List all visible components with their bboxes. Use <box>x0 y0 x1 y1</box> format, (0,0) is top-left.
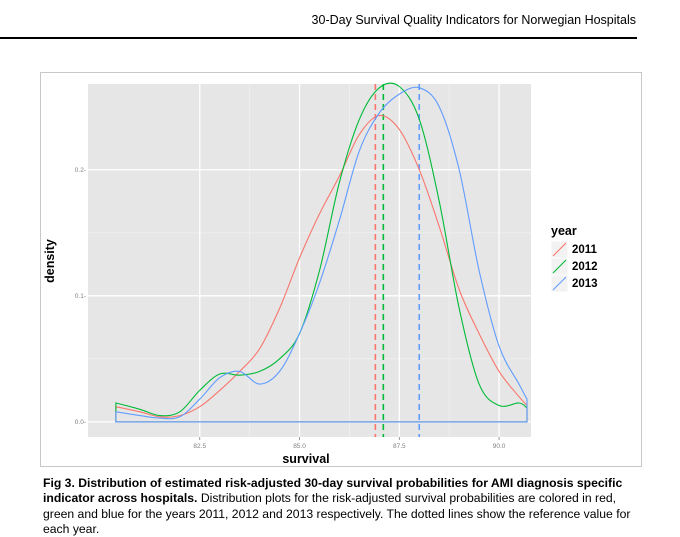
density-curve-2011 <box>115 114 528 423</box>
legend-label-2013: 2013 <box>572 278 598 290</box>
legend-key-line <box>552 259 567 274</box>
x-tick-label: 82.5 <box>193 443 206 450</box>
y-tick-label: 0.0- <box>75 419 86 426</box>
caption-label: Fig 3. <box>43 476 75 490</box>
running-title: 30-Day Survival Quality Indicators for N… <box>311 13 636 27</box>
plot-panel <box>88 84 531 437</box>
y-axis-ticks: 0.0- 0.1- 0.2- <box>75 167 86 426</box>
density-curve-2012 <box>115 82 528 423</box>
x-tick-label: 87.5 <box>393 443 406 450</box>
density-curves <box>115 82 528 423</box>
header-rule <box>0 37 637 39</box>
legend: 2011 2012 2013 <box>550 240 598 293</box>
y-tick-label: 0.2- <box>75 167 86 174</box>
figure-caption: Fig 3. Distribution of estimated risk-ad… <box>43 476 639 537</box>
y-axis-label: density <box>43 239 57 283</box>
caption-bold-text: Distribution of estimated risk-adjusted … <box>43 476 623 506</box>
x-tick-label: 90.0 <box>493 443 506 450</box>
legend-key-line <box>552 242 567 257</box>
figure-frame: 82.5 85.0 87.5 90.0 0.0- 0.1- 0.2- survival d… <box>40 72 642 467</box>
reference-lines <box>374 84 421 437</box>
legend-label-2011: 2011 <box>572 244 598 256</box>
density-chart: 82.5 85.0 87.5 90.0 0.0- 0.1- 0.2- survival d… <box>43 82 598 466</box>
legend-key-line <box>552 276 567 291</box>
caption-body-text: Distribution plots for the risk-adjusted… <box>43 491 631 536</box>
y-tick-label: 0.1- <box>75 293 86 300</box>
legend-title: year <box>551 224 577 238</box>
x-tick-label: 85.0 <box>293 443 306 450</box>
density-curve-2013 <box>115 86 528 423</box>
x-axis-label: survival <box>282 452 329 466</box>
x-axis-ticks: 82.5 85.0 87.5 90.0 <box>193 437 506 450</box>
legend-label-2012: 2012 <box>572 261 598 273</box>
